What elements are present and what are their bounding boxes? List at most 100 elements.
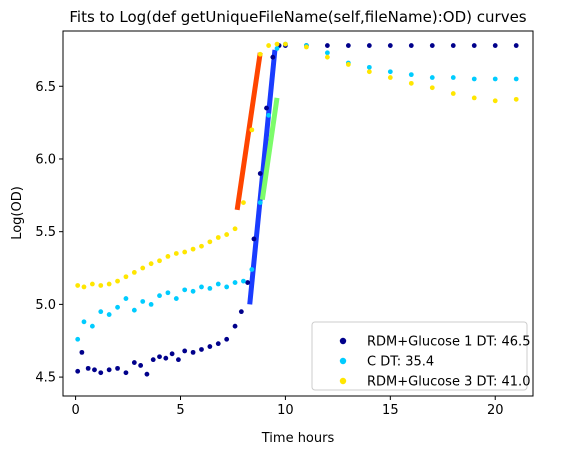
series-3-point	[266, 43, 271, 48]
series-3-point	[149, 261, 154, 266]
series-2-point	[233, 280, 238, 285]
series-3-point	[283, 42, 288, 47]
fit-lines-layer	[237, 50, 277, 304]
series-1-point	[514, 43, 519, 48]
series-2-point	[275, 46, 280, 51]
series-1-point	[207, 344, 212, 349]
series-1-point	[92, 367, 97, 372]
series-1-point	[264, 106, 269, 111]
series-1-point	[107, 367, 112, 372]
series-3-point	[140, 266, 145, 271]
series-1-point	[151, 357, 156, 362]
legend: RDM+Glucose 1 DT: 46.5 C DT: 35.4 RDM+Gl…	[312, 322, 530, 390]
series-3-point	[241, 200, 246, 205]
fit-line-1	[237, 53, 260, 210]
series-2-point	[249, 267, 254, 272]
series-2-point	[124, 296, 129, 301]
series-2-point	[107, 312, 112, 317]
series-1-point	[145, 372, 150, 377]
series-1-point	[346, 43, 351, 48]
series-3-point	[216, 235, 221, 240]
series-1-point	[163, 356, 168, 361]
series-2-point	[367, 65, 372, 70]
series-1-point	[233, 324, 238, 329]
series-3-point	[514, 97, 519, 102]
legend-label-series-2: C DT: 35.4	[367, 355, 434, 370]
series-3-point	[166, 254, 171, 259]
series-3-point	[493, 98, 498, 103]
series-1-point	[245, 280, 250, 285]
series-2-point	[182, 287, 187, 292]
series-3-point	[82, 285, 87, 290]
series-1-point	[388, 43, 393, 48]
series-3-point	[304, 45, 309, 50]
series-2-point	[266, 113, 271, 118]
series-2-point	[115, 305, 120, 310]
series-1-point	[98, 370, 103, 375]
series-1-point	[199, 347, 204, 352]
series-2-point	[140, 299, 145, 304]
series-3-point	[98, 283, 103, 288]
series-1-point	[451, 43, 456, 48]
series-1-point	[325, 43, 330, 48]
x-axis-label: Time hours	[261, 431, 335, 446]
series-3-point	[451, 91, 456, 96]
series-3-point	[409, 81, 414, 86]
chart-title: Fits to Log(def getUniqueFileName(self,f…	[69, 8, 526, 26]
series-3-point	[367, 69, 372, 74]
series-2-point	[132, 308, 137, 313]
series-1-point	[270, 55, 275, 60]
series-1-point	[191, 350, 196, 355]
series-2-point	[388, 69, 393, 74]
series-1-point	[258, 171, 263, 176]
series-2-point	[325, 50, 330, 55]
series-3-point	[388, 75, 393, 80]
series-3-point	[157, 258, 162, 263]
series-2-point	[493, 77, 498, 82]
series-3-point	[124, 274, 129, 279]
series-2-point	[199, 285, 204, 290]
x-tick-label: 5	[176, 403, 184, 418]
series-2-point	[191, 289, 196, 294]
series-1-point	[138, 363, 143, 368]
series-3-point	[472, 95, 477, 100]
series-3-point	[325, 55, 330, 60]
series-2-point	[207, 286, 212, 291]
series-2-point	[82, 319, 87, 324]
y-tick-label: 5.5	[35, 225, 56, 240]
series-2-point	[241, 279, 246, 284]
series-1-point	[79, 350, 84, 355]
series-3-point	[115, 279, 120, 284]
series-3-point	[224, 232, 229, 237]
x-tick-label: 10	[277, 403, 294, 418]
legend-label-series-1: RDM+Glucose 1 DT: 46.5	[367, 335, 530, 350]
series-1-point	[115, 366, 120, 371]
series-2-point	[472, 77, 477, 82]
series-1-point	[176, 357, 181, 362]
series-1-point	[216, 341, 221, 346]
series-2-point	[514, 77, 519, 82]
x-tick-label: 15	[382, 403, 399, 418]
series-1-point	[252, 237, 257, 242]
series-1-point	[157, 354, 162, 359]
series-2-point	[90, 324, 95, 329]
series-2-point	[409, 72, 414, 77]
y-tick-label: 6.5	[35, 80, 56, 95]
series-1-point	[493, 43, 498, 48]
series-1-point	[124, 370, 129, 375]
series-2-point	[224, 285, 229, 290]
series-2-point	[149, 302, 154, 307]
legend-label-series-3: RDM+Glucose 3 DT: 41.0	[367, 375, 530, 390]
series-3-point	[199, 244, 204, 249]
y-axis-label: Log(OD)	[10, 186, 25, 240]
series-1-point	[132, 360, 137, 365]
legend-marker-series-2	[340, 358, 346, 364]
x-tick-label: 0	[71, 403, 79, 418]
series-3-point	[233, 226, 238, 231]
series-1-point	[170, 351, 175, 356]
series-2-point	[174, 296, 179, 301]
y-tick-label: 5.0	[35, 298, 56, 313]
series-3-point	[249, 127, 254, 132]
y-axis-ticks: 4.5 5.0 5.5 6.0 6.5	[35, 80, 63, 386]
series-1-point	[75, 369, 80, 374]
